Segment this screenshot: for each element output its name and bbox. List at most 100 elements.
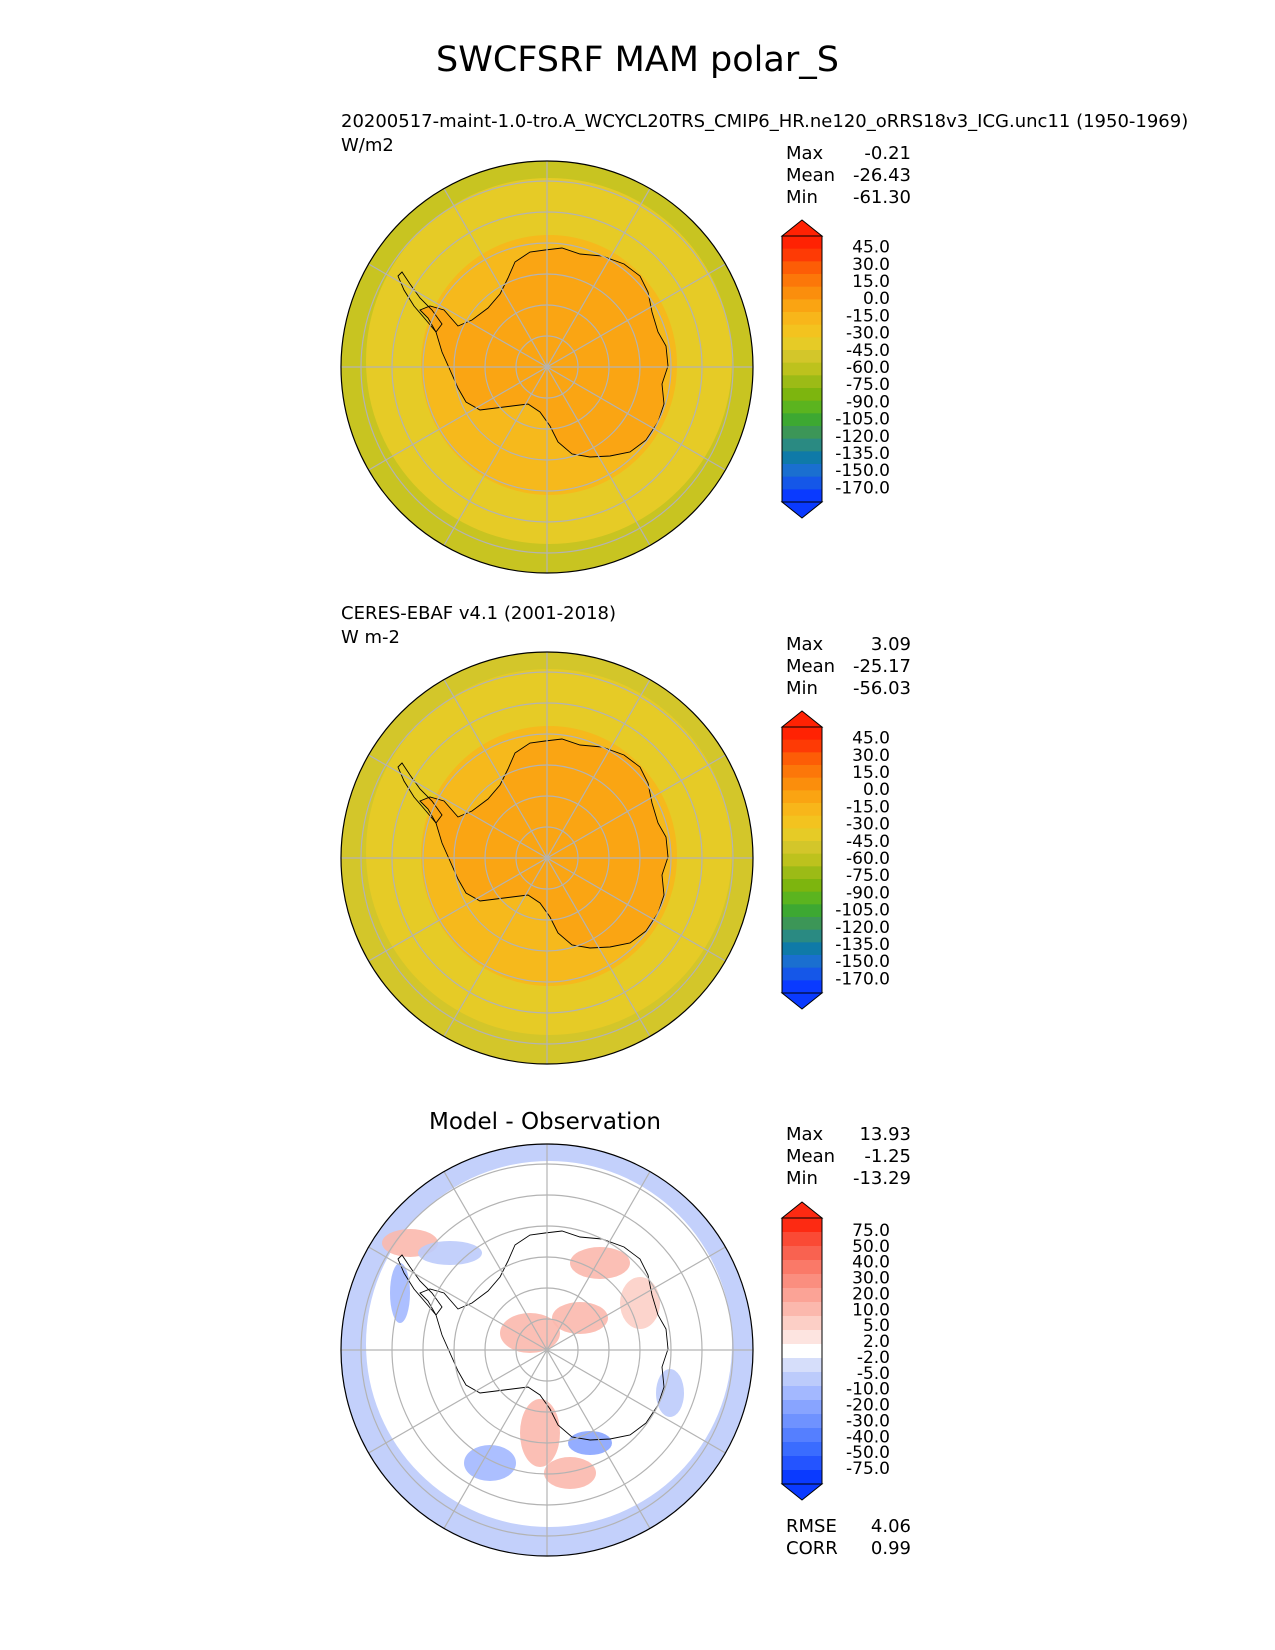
colorbar-tick-label: -75.0 bbox=[846, 866, 890, 886]
colorbar-tick-label: -2.0 bbox=[857, 1348, 890, 1368]
colorbar-tick-label: 75.0 bbox=[852, 1221, 890, 1241]
peninsula-coastline bbox=[397, 1254, 443, 1316]
panel-1-colorbar: 45.030.015.00.0-15.0-30.0-45.0-60.0-75.0… bbox=[780, 219, 890, 519]
colorbar-segment bbox=[782, 1218, 822, 1233]
anomaly-patch bbox=[656, 1369, 684, 1417]
anomaly-patch bbox=[390, 1263, 410, 1323]
stat-max-value: 13.93 bbox=[859, 1124, 911, 1145]
stat-label: Max bbox=[786, 143, 824, 164]
colorbar-segment bbox=[782, 929, 822, 943]
stat-label: Mean bbox=[786, 1146, 836, 1167]
colorbar-tick-label: -30.0 bbox=[846, 1411, 890, 1431]
colorbar-segment bbox=[782, 1302, 822, 1317]
colorbar-tick-label: -60.0 bbox=[846, 358, 890, 378]
map-border bbox=[340, 1143, 754, 1557]
panel-1-stats: Max -0.21 Mean -26.43 Min -61.30 bbox=[786, 143, 911, 209]
anomaly-patch bbox=[544, 1457, 596, 1489]
stat-min-value: -61.30 bbox=[852, 187, 911, 208]
colorbar-tick-label: -150.0 bbox=[835, 952, 890, 972]
colorbar-segment bbox=[782, 1288, 822, 1303]
colorbar-tick-label: 40.0 bbox=[852, 1253, 890, 1273]
colorbar-segment bbox=[782, 967, 822, 981]
colorbar-segment bbox=[782, 362, 822, 376]
colorbar-segment bbox=[782, 866, 822, 880]
colorbar-tick-label: 50.0 bbox=[852, 1237, 890, 1257]
anomaly-patch bbox=[464, 1445, 516, 1481]
colorbar-segment bbox=[782, 489, 822, 503]
anomaly-patch bbox=[418, 1241, 482, 1265]
colorbar-tick-label: -120.0 bbox=[835, 918, 890, 938]
colorbar-segment bbox=[782, 1456, 822, 1471]
colorbar-segment bbox=[782, 1358, 822, 1373]
colorbar-segment bbox=[782, 337, 822, 351]
metric-label: RMSE bbox=[786, 1516, 837, 1537]
colorbar-segment bbox=[782, 891, 822, 905]
colorbar-segment bbox=[782, 739, 822, 753]
stat-min-value: -13.29 bbox=[852, 1168, 911, 1189]
colorbar-tick-label: -170.0 bbox=[835, 969, 890, 989]
colorbar-tick-label: 45.0 bbox=[852, 238, 890, 258]
colorbar-tick-label: 45.0 bbox=[852, 729, 890, 749]
panel-2-colorbar: 45.030.015.00.0-15.0-30.0-45.0-60.0-75.0… bbox=[780, 710, 890, 1010]
colorbar-segment bbox=[782, 942, 822, 956]
map-border bbox=[340, 651, 754, 1065]
colorbar-segment bbox=[782, 426, 822, 440]
colorbar-segment bbox=[782, 248, 822, 262]
panel-2-title: CERES-EBAF v4.1 (2001-2018) bbox=[341, 603, 617, 624]
colorbar-frame bbox=[781, 726, 823, 994]
colorbar-segment bbox=[782, 299, 822, 313]
colorbar-segment bbox=[782, 727, 822, 741]
map-field bbox=[341, 652, 753, 1064]
stat-label: Max bbox=[786, 1124, 824, 1145]
meridian-line bbox=[368, 754, 726, 962]
colorbar-tick-label: 0.0 bbox=[863, 780, 890, 800]
colorbar-tick-label: -90.0 bbox=[846, 392, 890, 412]
colorbar-segment bbox=[782, 752, 822, 766]
colorbar-tick-label: -50.0 bbox=[846, 1443, 890, 1463]
colorbar-tick-label: -5.0 bbox=[857, 1364, 890, 1384]
colorbar-segment bbox=[782, 438, 822, 452]
colorbar-tick-label: 2.0 bbox=[863, 1332, 890, 1352]
colorbar-tick-label: 15.0 bbox=[852, 763, 890, 783]
panel-2-polar-map bbox=[340, 651, 754, 1065]
panel-3-colorbar: 75.050.040.030.020.010.05.02.0-2.0-5.0-1… bbox=[780, 1201, 890, 1501]
stat-label: Min bbox=[786, 187, 818, 208]
corr-value: 0.99 bbox=[870, 1538, 911, 1559]
colorbar-segment bbox=[782, 980, 822, 994]
colorbar-segment bbox=[782, 274, 822, 288]
colorbar-tick-label: -135.0 bbox=[835, 935, 890, 955]
panel-3-polar-map bbox=[340, 1143, 754, 1557]
colorbar-segment bbox=[782, 1372, 822, 1387]
stat-label: Min bbox=[786, 1168, 818, 1189]
colorbar-segment bbox=[782, 1316, 822, 1331]
panel-2-stats: Max 3.09 Mean -25.17 Min -56.03 bbox=[786, 634, 911, 700]
colorbar-segment bbox=[782, 1470, 822, 1485]
colorbar-segment bbox=[782, 1330, 822, 1345]
colorbar-segment bbox=[782, 1260, 822, 1275]
stat-label: Mean bbox=[786, 165, 836, 186]
panel-1-units: W/m2 bbox=[341, 135, 394, 156]
colorbar-segment bbox=[782, 1428, 822, 1443]
colorbar-segment bbox=[782, 904, 822, 918]
colorbar-max-extend bbox=[780, 219, 824, 237]
colorbar-tick-label: 0.0 bbox=[863, 289, 890, 309]
colorbar-max-extend bbox=[780, 710, 824, 728]
colorbar-segment bbox=[782, 777, 822, 791]
stat-min-value: -56.03 bbox=[852, 678, 911, 699]
peninsula-coastline bbox=[397, 271, 443, 333]
stat-max-value: 3.09 bbox=[870, 634, 911, 655]
stat-label: Max bbox=[786, 634, 824, 655]
colorbar-segment bbox=[782, 261, 822, 275]
panel-3-stats: Max 13.93 Mean -1.25 Min -13.29 bbox=[786, 1124, 911, 1190]
stat-label: Min bbox=[786, 678, 818, 699]
meridian-line bbox=[368, 1246, 726, 1454]
stat-mean-value: -25.17 bbox=[852, 656, 911, 677]
colorbar-segment bbox=[782, 803, 822, 817]
colorbar-segment bbox=[782, 1232, 822, 1247]
panel-3-metrics: RMSE 4.06 CORR 0.99 bbox=[786, 1516, 911, 1560]
colorbar-min-extend bbox=[780, 501, 824, 519]
colorbar-tick-label: -40.0 bbox=[846, 1427, 890, 1447]
stat-mean-value: -1.25 bbox=[864, 1146, 911, 1167]
colorbar-tick-label: -15.0 bbox=[846, 797, 890, 817]
colorbar-min-extend bbox=[780, 1483, 824, 1501]
